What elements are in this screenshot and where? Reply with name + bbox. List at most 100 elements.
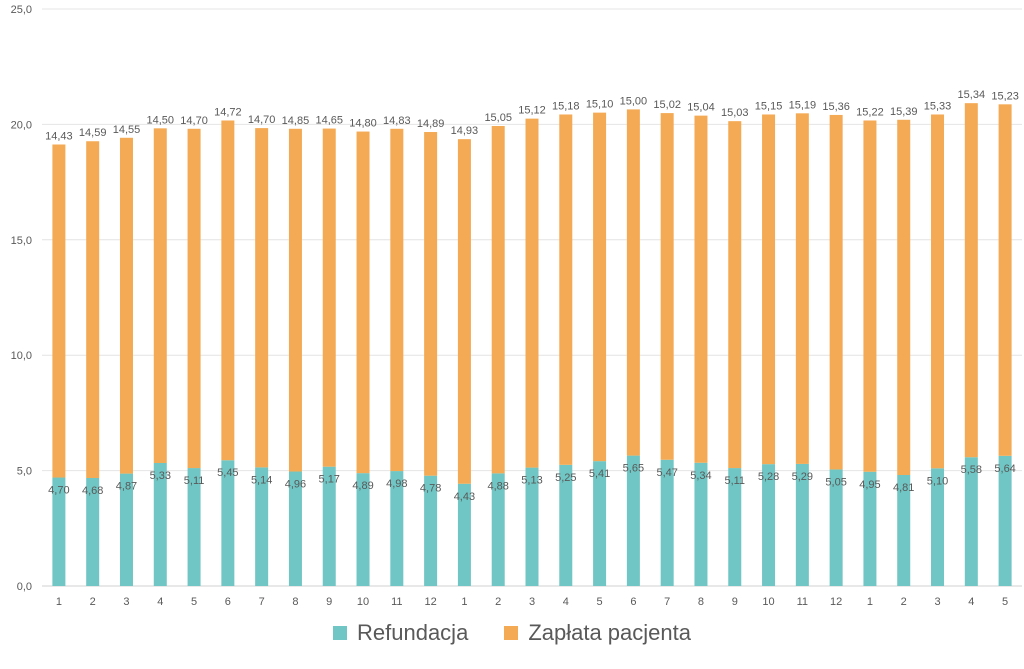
bar-zaplata-pacjenta bbox=[424, 132, 438, 476]
data-labels: 4,70 14,43 4,68 14,59 4,87 14,55 5,33 14,50 5,11… bbox=[45, 89, 1019, 503]
bar-refundacja bbox=[424, 475, 438, 586]
data-label-zaplata-pacjenta: 15,12 bbox=[518, 105, 546, 117]
data-label-zaplata-pacjenta: 15,15 bbox=[755, 100, 783, 112]
data-label-refundacja: 5,65 bbox=[623, 463, 644, 475]
bar-zaplata-pacjenta bbox=[964, 103, 978, 458]
bar-refundacja bbox=[762, 464, 776, 586]
x-tick-label: 1 bbox=[867, 596, 873, 608]
bar-zaplata-pacjenta bbox=[660, 113, 674, 460]
legend-swatch-zaplata-pacjenta bbox=[504, 626, 519, 640]
bar-refundacja bbox=[52, 477, 66, 586]
data-label-zaplata-pacjenta: 14,65 bbox=[315, 115, 343, 127]
data-label-zaplata-pacjenta: 15,04 bbox=[687, 102, 715, 114]
x-tick-label: 3 bbox=[934, 596, 940, 608]
data-label-refundacja: 5,47 bbox=[656, 467, 677, 479]
data-label-zaplata-pacjenta: 15,02 bbox=[653, 99, 681, 111]
x-tick-label: 10 bbox=[762, 596, 774, 608]
bar-refundacja bbox=[829, 469, 843, 586]
data-label-refundacja: 5,45 bbox=[217, 467, 238, 479]
y-tick-label: 0,0 bbox=[17, 581, 32, 593]
bar-refundacja bbox=[221, 460, 235, 586]
data-label-zaplata-pacjenta: 15,18 bbox=[552, 100, 580, 112]
x-tick-label: 7 bbox=[664, 596, 670, 608]
bar-refundacja bbox=[660, 459, 674, 586]
bar-refundacja bbox=[998, 455, 1012, 586]
data-label-refundacja: 5,17 bbox=[319, 474, 340, 486]
data-label-refundacja: 5,10 bbox=[927, 475, 948, 487]
data-label-refundacja: 4,98 bbox=[386, 478, 407, 490]
bar-zaplata-pacjenta bbox=[390, 128, 404, 472]
x-tick-label: 7 bbox=[259, 596, 265, 608]
data-label-zaplata-pacjenta: 14,89 bbox=[417, 118, 445, 130]
bar-zaplata-pacjenta bbox=[52, 144, 66, 478]
data-label-refundacja: 4,81 bbox=[893, 482, 914, 494]
bar-refundacja bbox=[86, 477, 100, 586]
data-label-zaplata-pacjenta: 15,34 bbox=[958, 89, 986, 101]
x-tick-label: 6 bbox=[630, 596, 636, 608]
y-tick-label: 5,0 bbox=[17, 466, 32, 478]
bar-zaplata-pacjenta bbox=[795, 113, 809, 464]
bar-refundacja bbox=[457, 483, 471, 586]
data-label-zaplata-pacjenta: 15,10 bbox=[586, 99, 614, 111]
data-label-zaplata-pacjenta: 14,50 bbox=[147, 114, 175, 126]
data-label-refundacja: 5,33 bbox=[150, 470, 171, 482]
data-label-zaplata-pacjenta: 14,72 bbox=[214, 106, 242, 118]
bar-refundacja bbox=[897, 474, 911, 586]
bar-refundacja bbox=[593, 461, 607, 586]
data-label-refundacja: 5,29 bbox=[792, 471, 813, 483]
bar-zaplata-pacjenta bbox=[187, 128, 201, 469]
bar-refundacja bbox=[964, 457, 978, 586]
y-tick-label: 20,0 bbox=[11, 119, 32, 131]
bar-refundacja bbox=[626, 455, 640, 586]
bar-refundacja bbox=[187, 468, 201, 586]
bar-zaplata-pacjenta bbox=[626, 109, 640, 456]
x-tick-label: 12 bbox=[830, 596, 842, 608]
data-label-zaplata-pacjenta: 15,03 bbox=[721, 107, 749, 119]
x-tick-label: 2 bbox=[90, 596, 96, 608]
bar-zaplata-pacjenta bbox=[863, 120, 877, 472]
x-tick-label: 11 bbox=[391, 596, 402, 608]
data-label-refundacja: 5,64 bbox=[994, 463, 1015, 475]
bar-zaplata-pacjenta bbox=[931, 114, 945, 469]
data-label-zaplata-pacjenta: 14,43 bbox=[45, 130, 73, 142]
x-tick-label: 12 bbox=[424, 596, 436, 608]
data-label-refundacja: 5,14 bbox=[251, 474, 272, 486]
data-label-zaplata-pacjenta: 15,00 bbox=[620, 95, 648, 107]
bar-refundacja bbox=[322, 466, 336, 586]
data-label-zaplata-pacjenta: 15,23 bbox=[991, 90, 1019, 102]
data-label-refundacja: 4,87 bbox=[116, 481, 137, 493]
x-tick-label: 4 bbox=[563, 596, 569, 608]
bar-refundacja bbox=[491, 473, 505, 586]
x-tick-label: 11 bbox=[797, 596, 808, 608]
bar-zaplata-pacjenta bbox=[694, 115, 708, 463]
y-axis: 0,0 5,0 10,0 15,0 20,0 25,0 bbox=[11, 4, 32, 593]
data-label-refundacja: 5,25 bbox=[555, 472, 576, 484]
data-label-zaplata-pacjenta: 15,36 bbox=[822, 101, 850, 113]
data-label-refundacja: 5,05 bbox=[825, 476, 846, 488]
bar-zaplata-pacjenta bbox=[559, 114, 573, 465]
bar-zaplata-pacjenta bbox=[491, 126, 505, 474]
x-tick-label: 6 bbox=[225, 596, 231, 608]
bar-refundacja bbox=[153, 462, 167, 586]
bar-zaplata-pacjenta bbox=[762, 114, 776, 465]
data-label-zaplata-pacjenta: 14,83 bbox=[383, 115, 411, 127]
bar-refundacja bbox=[119, 473, 133, 586]
x-tick-label: 3 bbox=[529, 596, 535, 608]
data-label-zaplata-pacjenta: 15,19 bbox=[789, 99, 817, 111]
bar-refundacja bbox=[525, 467, 539, 586]
x-axis: 1 2 3 4 5 6 7 8 9 10 11 12 1 2 3 4 5 6 7 8 9 10 11 12 1 2 3 4 5 bbox=[56, 596, 1008, 608]
x-tick-label: 9 bbox=[326, 596, 332, 608]
x-tick-label: 8 bbox=[292, 596, 298, 608]
data-label-zaplata-pacjenta: 15,39 bbox=[890, 106, 918, 118]
legend-item-refundacja: Refundacja bbox=[333, 620, 468, 646]
data-label-refundacja: 4,70 bbox=[48, 485, 69, 497]
data-label-zaplata-pacjenta: 14,80 bbox=[349, 118, 377, 130]
bar-refundacja bbox=[390, 471, 404, 586]
x-tick-label: 3 bbox=[123, 596, 129, 608]
bar-zaplata-pacjenta bbox=[86, 141, 100, 478]
bar-zaplata-pacjenta bbox=[593, 112, 607, 462]
x-tick-label: 1 bbox=[461, 596, 467, 608]
data-label-zaplata-pacjenta: 15,33 bbox=[924, 100, 952, 112]
data-label-zaplata-pacjenta: 14,70 bbox=[248, 114, 276, 126]
bar-zaplata-pacjenta bbox=[457, 139, 471, 484]
